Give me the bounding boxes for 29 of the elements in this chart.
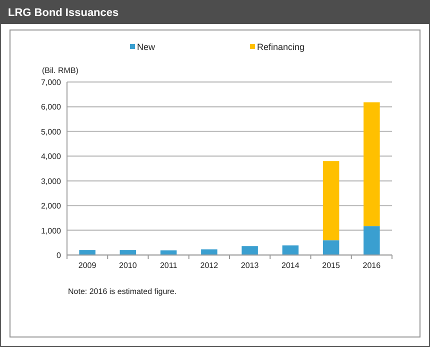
y-tick-label: 4,000 <box>40 152 62 162</box>
y-tick-label: 7,000 <box>40 78 62 87</box>
y-axis-title: (Bil. RMB) <box>42 66 79 75</box>
y-tick-label: 5,000 <box>40 127 62 136</box>
bar <box>322 240 340 255</box>
y-tick-label: 2,000 <box>40 202 62 211</box>
y-tick-label: 3,000 <box>40 176 62 186</box>
x-tick-label: 2010 <box>119 261 138 270</box>
bar <box>282 245 299 255</box>
x-tick-label: 2013 <box>240 261 260 270</box>
x-tick-label: 2009 <box>78 261 97 270</box>
legend-label: Refinancing <box>257 42 305 52</box>
bar <box>364 226 380 255</box>
bar <box>364 102 380 226</box>
bar <box>322 161 340 240</box>
x-tick-label: 2016 <box>362 261 382 270</box>
y-tick-label: 1,000 <box>40 226 62 236</box>
x-tick-label: 2014 <box>282 261 300 270</box>
x-tick-label: 2012 <box>200 261 219 270</box>
y-tick-label: 0 <box>56 251 62 260</box>
text: Note: 2016 is estimated figure. <box>68 287 177 296</box>
x-tick-label: 2011 <box>160 261 178 270</box>
bar <box>79 250 96 255</box>
legend-label: New <box>137 42 156 52</box>
bar <box>120 250 136 255</box>
bar <box>242 246 258 255</box>
x-tick-label: 2015 <box>322 261 341 270</box>
y-tick-label: 6,000 <box>40 102 62 112</box>
chart-title: LRG Bond Issuances <box>8 7 119 19</box>
